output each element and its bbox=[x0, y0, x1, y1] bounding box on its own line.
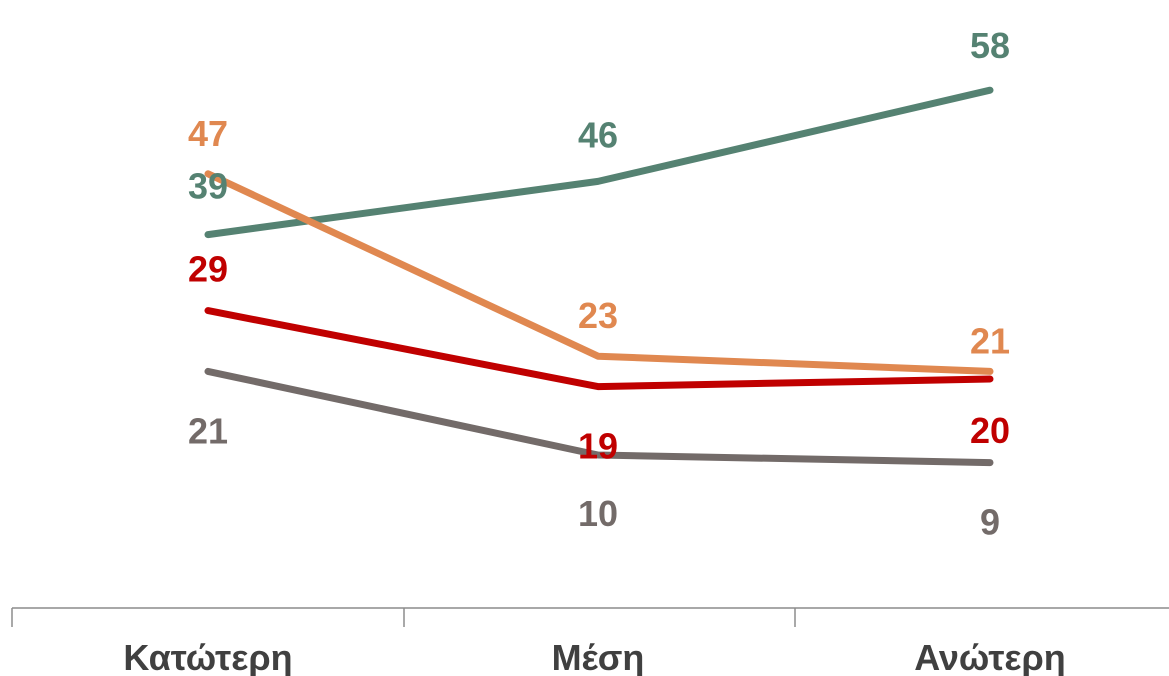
series-2-data-label: 47 bbox=[188, 113, 228, 154]
series-1-data-label: 39 bbox=[188, 166, 228, 207]
series-1-data-label: 58 bbox=[970, 25, 1010, 66]
category-labels: Κατώτερη Μέση Ανώτερη bbox=[123, 637, 1065, 676]
series-3-data-label: 19 bbox=[578, 426, 618, 467]
series-4-data-label: 21 bbox=[188, 410, 228, 451]
x-tick-label: Κατώτερη bbox=[123, 637, 292, 676]
series-lines bbox=[204, 86, 994, 467]
series-3-data-label: 29 bbox=[188, 249, 228, 290]
series-2-data-label: 23 bbox=[578, 295, 618, 336]
series-3-data-label: 20 bbox=[970, 410, 1010, 451]
series-1-data-label: 46 bbox=[578, 114, 618, 155]
data-labels: 39 46 58 47 23 21 29 19 20 21 10 9 bbox=[188, 25, 1010, 542]
series-4-data-label: 10 bbox=[578, 493, 618, 534]
series-2-line bbox=[204, 170, 994, 375]
series-4-line bbox=[204, 367, 994, 467]
series-2-data-label: 21 bbox=[970, 320, 1010, 361]
x-tick-label: Ανώτερη bbox=[914, 637, 1066, 676]
series-4-data-label: 9 bbox=[980, 502, 1000, 543]
series-1-line bbox=[204, 86, 994, 239]
series-3-line bbox=[204, 307, 994, 391]
x-axis bbox=[11, 607, 1169, 627]
x-tick-label: Μέση bbox=[552, 637, 645, 676]
